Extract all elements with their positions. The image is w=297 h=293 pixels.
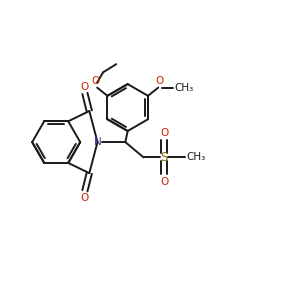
Text: CH₃: CH₃ [186,152,206,162]
Text: N: N [94,137,101,147]
Text: S: S [160,151,168,164]
Text: O: O [155,76,164,86]
Text: O: O [92,76,100,86]
Text: O: O [160,128,168,138]
Text: O: O [160,177,168,187]
Text: O: O [81,193,89,202]
Text: O: O [81,82,89,92]
Text: CH₃: CH₃ [174,83,193,93]
